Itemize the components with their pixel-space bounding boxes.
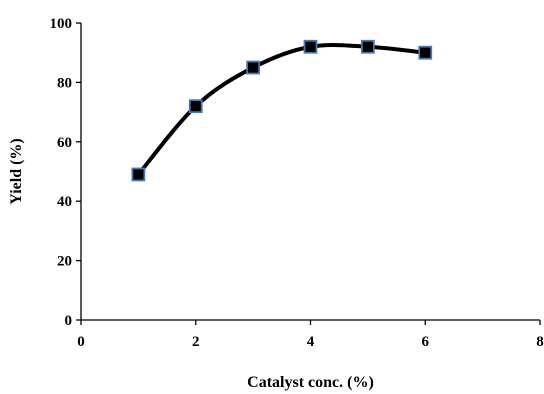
x-tick-label: 4 — [307, 334, 315, 350]
y-tick-label: 40 — [57, 194, 72, 210]
y-axis-title: Yield (%) — [8, 138, 25, 205]
y-tick-label: 60 — [57, 135, 72, 151]
ticks: 0 20 40 60 80 100 0 2 4 6 8 — [50, 16, 544, 350]
series-curve — [136, 42, 428, 177]
x-tick-label: 0 — [77, 334, 85, 350]
data-point-marker — [303, 39, 318, 54]
markers — [131, 39, 433, 182]
y-tick-label: 80 — [57, 75, 72, 91]
x-tick-label: 2 — [192, 334, 200, 350]
y-tick-label: 0 — [65, 313, 73, 329]
data-point-marker — [360, 39, 375, 54]
data-point-marker — [418, 45, 433, 60]
y-tick-label: 20 — [57, 254, 72, 270]
data-point-marker — [246, 60, 261, 75]
y-tick-label: 100 — [50, 16, 73, 32]
x-tick-label: 6 — [422, 334, 430, 350]
data-point-marker — [188, 99, 203, 114]
x-tick-label: 8 — [536, 334, 544, 350]
axes — [80, 23, 540, 321]
x-axis-title: Catalyst conc. (%) — [247, 374, 374, 391]
data-point-marker — [131, 167, 146, 182]
